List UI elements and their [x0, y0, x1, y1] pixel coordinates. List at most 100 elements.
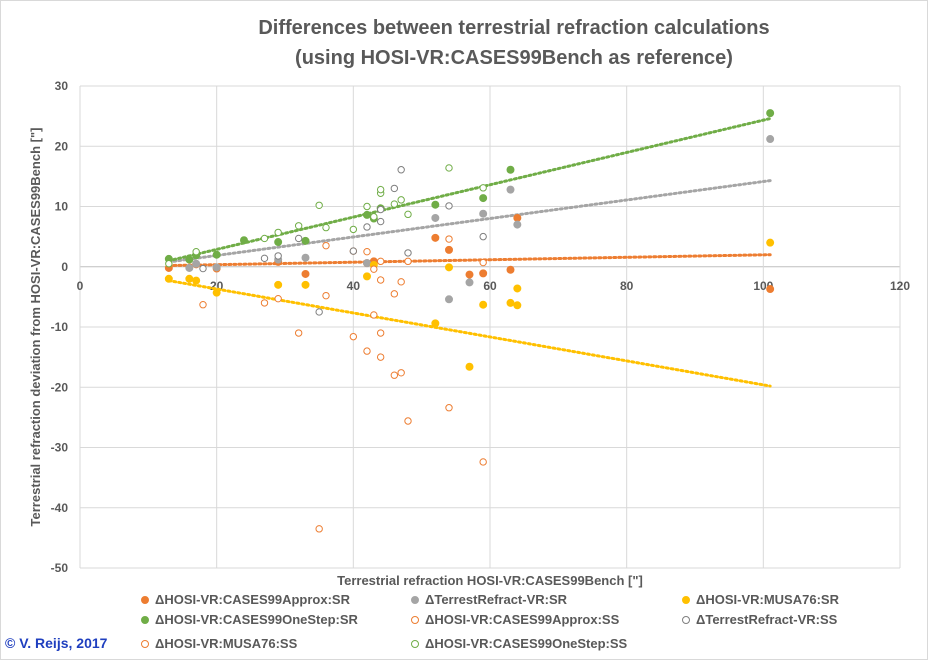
data-point-series-4 — [404, 417, 412, 425]
data-point-series-7 — [192, 247, 200, 256]
data-point-series-5 — [315, 308, 323, 316]
data-point-series-7 — [294, 222, 303, 230]
data-point-series-5 — [390, 184, 399, 193]
y-tick-label: 20 — [55, 139, 69, 153]
data-point-series-0 — [506, 265, 515, 274]
trendline-series-3 — [167, 117, 772, 263]
data-point-series-0 — [465, 270, 474, 279]
data-point-series-1 — [192, 259, 201, 268]
y-tick-label: 30 — [55, 79, 69, 93]
data-point-series-1 — [766, 135, 775, 144]
data-point-series-2 — [766, 238, 775, 247]
data-point-series-4 — [397, 278, 405, 286]
data-point-series-4 — [294, 329, 303, 337]
data-point-series-5 — [199, 264, 207, 273]
data-point-series-7 — [404, 210, 412, 219]
legend-label: ΔHOSI-VR:MUSA76:SS — [155, 636, 298, 651]
data-point-series-3 — [240, 236, 248, 245]
data-point-series-3 — [212, 250, 221, 259]
legend-marker — [411, 640, 419, 648]
data-point-series-2 — [513, 301, 522, 310]
data-point-series-5 — [274, 252, 282, 260]
data-point-series-4 — [260, 299, 269, 307]
chart-title-line-2: (using HOSI-VR:CASES99Bench as reference… — [295, 47, 733, 69]
data-point-series-7 — [479, 184, 487, 192]
y-tick-label: -30 — [51, 441, 69, 455]
trendline-series-2 — [167, 279, 772, 388]
legend-label: ΔTerrestRefract-VR:SS — [696, 612, 838, 627]
data-point-series-7 — [390, 200, 399, 208]
data-point-series-1 — [301, 253, 310, 262]
data-point-series-3 — [185, 255, 194, 264]
legend-label: ΔHOSI-VR:CASES99Approx:SR — [155, 592, 351, 607]
data-point-series-4 — [376, 353, 385, 361]
data-point-series-2 — [274, 280, 283, 289]
data-point-series-4 — [376, 257, 385, 266]
legend-marker — [411, 616, 419, 624]
data-point-series-2 — [431, 319, 440, 328]
data-point-series-1 — [506, 185, 515, 194]
data-point-series-4 — [479, 458, 487, 466]
data-point-series-3 — [479, 194, 488, 203]
data-point-series-3 — [363, 210, 371, 219]
data-point-series-0 — [301, 269, 310, 278]
data-point-series-4 — [390, 371, 399, 379]
data-point-series-4 — [390, 290, 399, 298]
data-point-series-1 — [431, 213, 440, 222]
chart-title-line-1: Differences between terrestrial refracti… — [258, 17, 769, 39]
legend-marker — [682, 596, 690, 604]
data-point-series-4 — [363, 247, 371, 256]
data-point-series-5 — [349, 247, 358, 255]
data-point-series-2 — [164, 274, 173, 283]
data-point-series-3 — [301, 236, 310, 245]
data-point-series-7 — [376, 185, 385, 194]
data-point-series-2 — [465, 362, 474, 371]
data-point-series-7 — [315, 201, 323, 209]
y-tick-label: -40 — [51, 501, 69, 515]
data-point-series-1 — [185, 263, 194, 272]
data-point-series-1 — [465, 278, 474, 287]
data-point-series-2 — [445, 263, 453, 272]
data-point-series-3 — [766, 109, 775, 118]
data-point-series-5 — [479, 232, 487, 241]
data-point-series-3 — [431, 200, 440, 209]
data-point-series-4 — [370, 311, 378, 319]
data-point-series-5 — [397, 166, 405, 174]
data-point-series-5 — [404, 249, 412, 257]
data-point-series-1 — [513, 220, 522, 229]
data-point-series-7 — [349, 225, 358, 234]
data-point-series-2 — [513, 284, 522, 293]
data-point-series-4 — [322, 291, 330, 300]
data-point-series-4 — [274, 294, 282, 303]
copyright-text: © V. Reijs, 2017 — [5, 635, 108, 651]
data-point-series-0 — [513, 213, 522, 222]
data-point-series-7 — [370, 213, 378, 221]
data-point-series-0 — [479, 269, 488, 278]
data-point-series-7 — [322, 223, 330, 232]
data-point-series-3 — [274, 238, 283, 247]
x-tick-label: 0 — [77, 279, 84, 293]
data-point-series-2 — [301, 280, 310, 289]
data-point-series-2 — [185, 274, 194, 283]
y-tick-label: -10 — [51, 320, 69, 334]
data-point-series-2 — [479, 300, 488, 309]
data-point-series-1 — [479, 209, 488, 218]
data-point-series-4 — [199, 301, 207, 309]
data-point-series-4 — [363, 347, 371, 355]
trendline-series-1 — [167, 179, 772, 264]
data-point-series-5 — [363, 223, 371, 231]
grid-layer — [79, 85, 901, 569]
data-point-series-2 — [363, 272, 371, 281]
data-point-series-0 — [766, 285, 775, 294]
data-point-series-4 — [349, 332, 358, 341]
y-tick-label: -20 — [51, 380, 69, 394]
data-point-series-2 — [212, 288, 221, 297]
data-point-series-7 — [260, 234, 269, 243]
y-tick-label: -50 — [51, 561, 69, 575]
legend-label: ΔHOSI-VR:MUSA76:SR — [696, 592, 840, 607]
data-point-series-4 — [376, 329, 385, 337]
data-point-series-4 — [445, 404, 453, 412]
